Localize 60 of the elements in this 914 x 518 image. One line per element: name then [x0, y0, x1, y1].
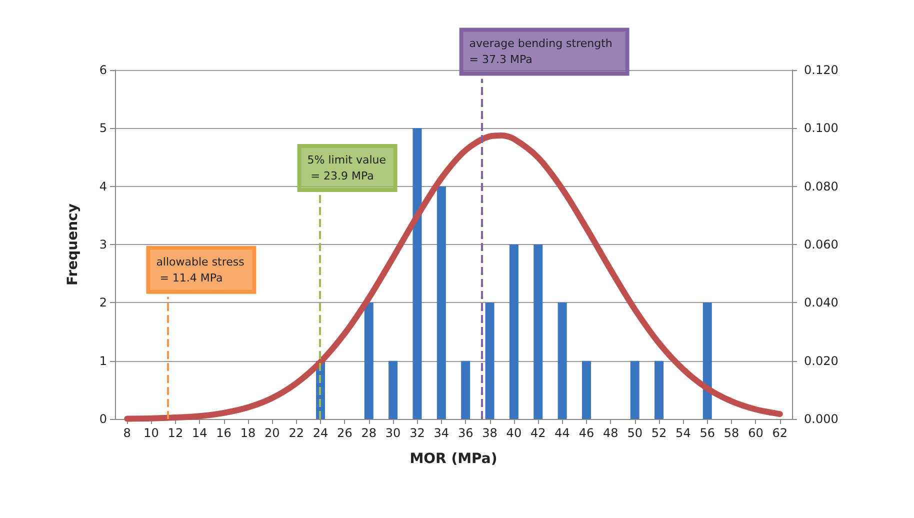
bar [388, 360, 398, 419]
y-tick-label: 6 [99, 63, 107, 77]
bar [485, 302, 494, 419]
x-tick-label: 36 [458, 426, 474, 440]
y2-tick-label: 0.060 [804, 238, 838, 252]
x-tick-label: 14 [192, 426, 208, 440]
x-tick-label: 20 [264, 426, 280, 440]
x-tick-label: 56 [700, 426, 716, 440]
y-tick-label: 1 [99, 354, 107, 368]
bar [630, 360, 640, 419]
x-tick-label: 60 [748, 426, 764, 440]
x-tick-label: 48 [603, 426, 618, 440]
bar [654, 360, 664, 419]
y-tick-label: 2 [99, 296, 107, 310]
x-tick-label: 16 [216, 426, 232, 440]
y-tick-label: 4 [99, 179, 107, 194]
bar [461, 360, 470, 419]
x-tick-label: 10 [144, 426, 159, 440]
y2-tick-label: 0.020 [804, 354, 838, 368]
x-tick-label: 44 [554, 426, 570, 440]
x-tick-label: 12 [168, 426, 184, 440]
bar [534, 244, 543, 419]
x-tick-label: 24 [312, 426, 328, 440]
x-tick-label: 32 [410, 426, 425, 440]
y2-tick-label: 0.000 [804, 412, 838, 426]
y2-tick-label: 0.100 [804, 121, 838, 136]
bar [436, 186, 446, 419]
ref-line-label: average bending strength = 37.3 MPa [469, 37, 616, 66]
x-tick-label: 26 [337, 426, 352, 440]
x-tick-label: 58 [724, 426, 740, 440]
bar [702, 302, 712, 419]
bar [412, 128, 422, 419]
x-tick-label: 50 [627, 426, 642, 440]
bar [582, 360, 591, 419]
bar [364, 302, 374, 419]
y2-tick-label: 0.120 [804, 63, 838, 77]
x-tick-label: 28 [361, 426, 377, 440]
x-tick-label: 18 [240, 426, 256, 440]
x-tick-label: 38 [482, 426, 498, 440]
x-tick-label: 46 [578, 426, 594, 440]
ref-line-label: 5% limit value = 23.9 MPa [307, 154, 386, 183]
x-tick-label: 22 [288, 426, 304, 440]
x-axis-title: MOR (MPa) [410, 451, 498, 467]
x-tick-label: 8 [123, 426, 131, 440]
x-tick-label: 62 [772, 426, 788, 440]
x-tick-label: 52 [651, 426, 667, 440]
y-tick-label: 5 [99, 121, 107, 136]
x-tick-label: 42 [530, 426, 546, 440]
bar [558, 302, 567, 419]
y-tick-label: 3 [99, 238, 107, 252]
ref-line-label: allowable stress = 11.4 MPa [156, 255, 245, 284]
y-tick-label: 0 [99, 412, 107, 426]
x-tick-label: 54 [676, 426, 691, 440]
bar [509, 244, 518, 419]
y-axis-title: Frequency [65, 204, 81, 286]
y2-tick-label: 0.040 [804, 296, 838, 310]
x-tick-label: 34 [434, 426, 450, 440]
y2-tick-label: 0.080 [804, 179, 838, 194]
x-tick-label: 40 [506, 426, 522, 440]
x-tick-label: 30 [385, 426, 401, 440]
